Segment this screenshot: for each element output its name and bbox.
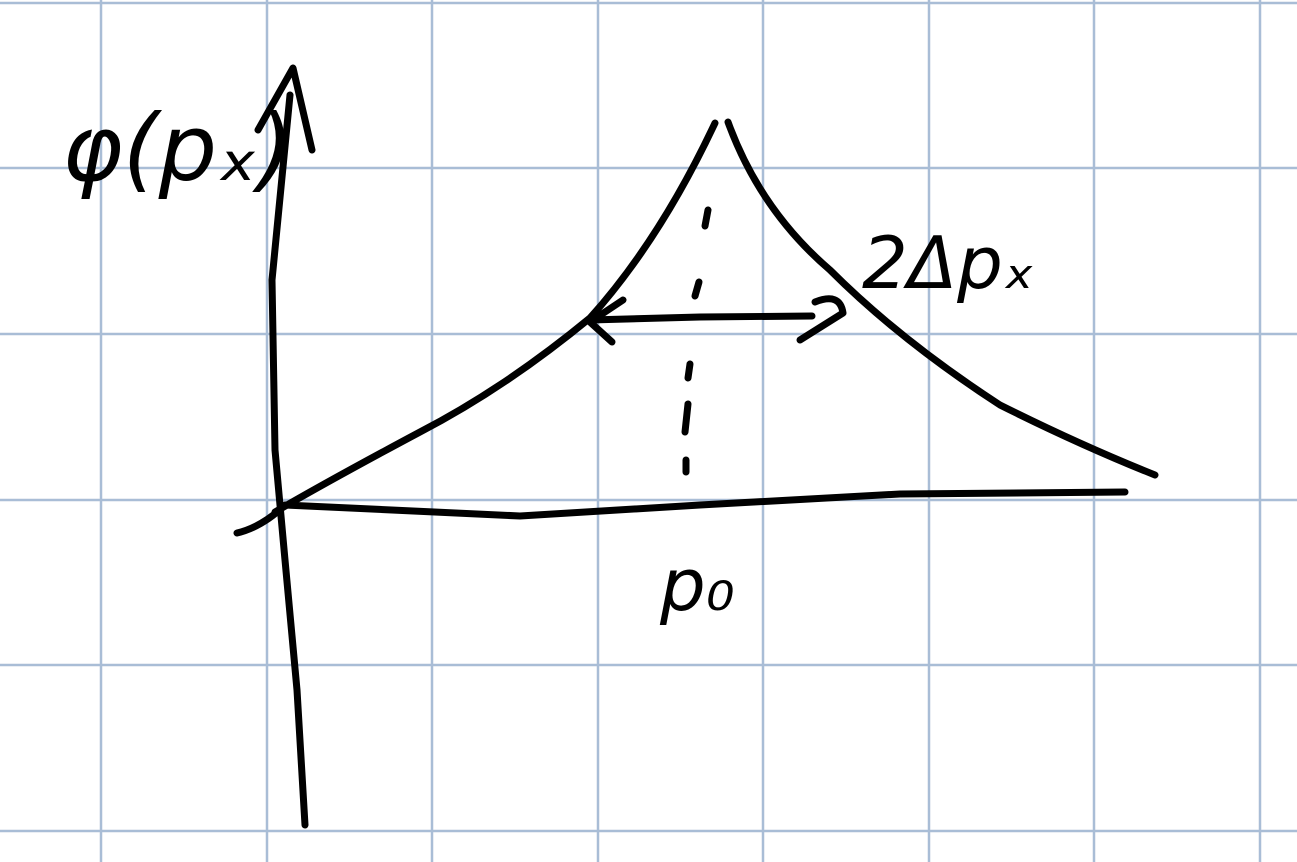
width-arrowhead-right [796, 295, 847, 344]
y-axis [268, 91, 309, 829]
curve-left [271, 119, 719, 516]
curve-right [724, 118, 1159, 479]
center-label: p₀ [659, 543, 735, 627]
width-arrow [586, 312, 816, 324]
width-arrowhead-left [586, 296, 627, 346]
width-label: 2Δpₓ [862, 221, 1035, 305]
x-axis [233, 488, 1129, 537]
y-axis-arrowhead [254, 64, 316, 154]
y-axis-label: φ(pₓ) [62, 95, 294, 202]
center-dashed-line [681, 206, 712, 476]
